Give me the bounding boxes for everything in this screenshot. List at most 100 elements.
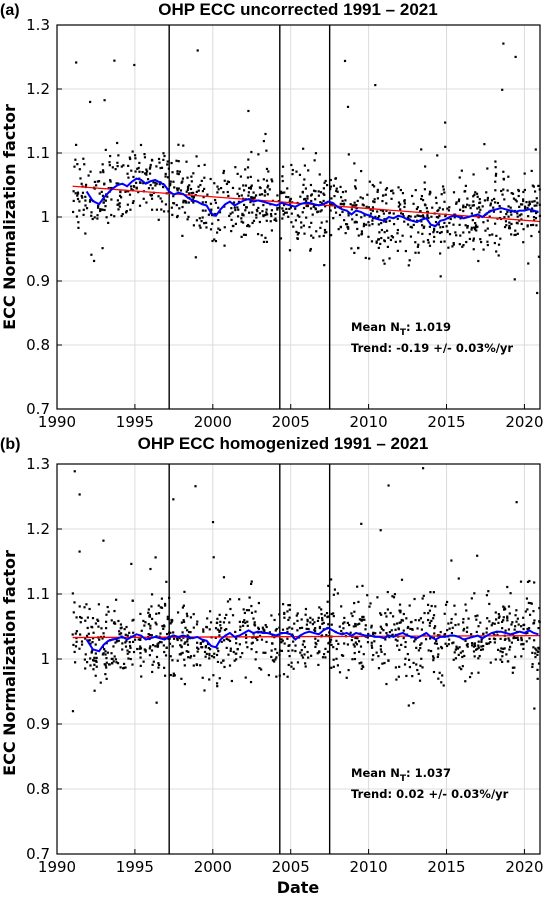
- data-point: [453, 604, 456, 607]
- data-point: [150, 649, 154, 652]
- data-point: [383, 218, 386, 221]
- panel-b-fit-lines: [72, 626, 541, 653]
- data-point: [376, 216, 380, 220]
- data-point: [183, 664, 186, 667]
- data-point: [92, 668, 95, 671]
- data-point: [97, 180, 101, 183]
- data-point: [115, 661, 118, 664]
- data-point: [370, 644, 373, 647]
- data-point: [162, 210, 166, 213]
- data-point: [401, 192, 405, 195]
- data-point: [192, 201, 195, 204]
- data-point: [414, 241, 417, 244]
- data-point: [99, 208, 102, 211]
- data-point: [323, 193, 326, 196]
- data-point: [530, 234, 533, 238]
- data-point: [466, 645, 469, 648]
- data-point: [525, 597, 529, 600]
- data-point: [511, 671, 514, 674]
- data-point: [249, 187, 252, 190]
- data-point: [169, 655, 172, 658]
- data-point: [210, 213, 214, 217]
- panel-b-title: OHP ECC homogenized 1991 – 2021: [138, 434, 429, 453]
- data-point: [478, 654, 481, 658]
- data-point: [155, 182, 158, 185]
- data-point: [186, 187, 190, 190]
- data-point: [406, 223, 410, 226]
- data-point: [398, 609, 401, 612]
- data-point: [398, 603, 402, 606]
- data-point: [129, 646, 132, 650]
- data-point: [182, 201, 185, 204]
- data-point: [351, 614, 354, 618]
- data-point: [383, 262, 386, 265]
- data-point: [116, 165, 119, 168]
- data-point: [164, 203, 167, 206]
- data-point: [474, 191, 477, 194]
- data-point: [473, 642, 476, 646]
- data-point: [142, 660, 145, 663]
- data-point: [457, 623, 460, 626]
- data-point: [361, 618, 364, 621]
- data-point: [305, 623, 309, 626]
- data-point: [84, 195, 87, 198]
- data-point: [416, 627, 419, 630]
- data-point: [125, 625, 128, 629]
- data-point: [339, 225, 342, 228]
- data-point: [329, 638, 333, 641]
- data-point: [518, 219, 521, 222]
- data-point: [533, 200, 536, 203]
- data-point: [433, 235, 436, 239]
- data-point: [464, 224, 467, 227]
- data-point: [317, 616, 320, 619]
- data-point: [344, 190, 347, 193]
- data-point: [249, 680, 253, 684]
- data-point: [493, 197, 496, 201]
- data-point: [301, 643, 304, 646]
- data-point: [179, 189, 183, 192]
- data-point: [216, 685, 219, 688]
- data-point: [225, 182, 229, 186]
- data-point: [371, 219, 374, 222]
- data-point: [140, 629, 143, 632]
- data-point: [297, 231, 300, 235]
- data-point: [155, 655, 159, 659]
- data-point: [78, 605, 81, 608]
- data-point: [350, 208, 353, 211]
- data-point: [486, 196, 489, 200]
- data-point: [382, 259, 385, 262]
- data-point: [397, 675, 400, 678]
- data-point: [222, 191, 225, 194]
- data-point: [148, 654, 152, 657]
- data-point: [353, 601, 356, 605]
- data-point: [435, 639, 438, 643]
- data-point: [477, 640, 480, 643]
- data-point: [434, 196, 438, 199]
- data-point: [314, 152, 318, 155]
- data-point: [109, 179, 112, 182]
- data-point: [515, 221, 518, 224]
- data-point: [533, 204, 536, 207]
- data-point: [399, 611, 402, 614]
- data-point: [241, 620, 245, 624]
- data-point: [99, 209, 102, 213]
- data-point: [531, 200, 534, 203]
- data-point: [353, 645, 356, 648]
- data-point: [492, 632, 495, 635]
- data-point: [379, 181, 382, 184]
- data-point: [368, 605, 371, 608]
- data-point: [304, 607, 308, 611]
- data-point: [391, 189, 394, 192]
- data-point: [373, 185, 376, 188]
- data-point: [116, 141, 119, 145]
- data-point: [399, 203, 402, 206]
- data-point: [213, 182, 216, 185]
- data-point: [303, 164, 307, 167]
- data-point: [520, 655, 523, 658]
- data-point: [304, 665, 307, 668]
- data-point: [407, 215, 411, 218]
- data-point: [441, 208, 445, 211]
- data-point: [281, 175, 284, 178]
- data-point: [73, 661, 77, 664]
